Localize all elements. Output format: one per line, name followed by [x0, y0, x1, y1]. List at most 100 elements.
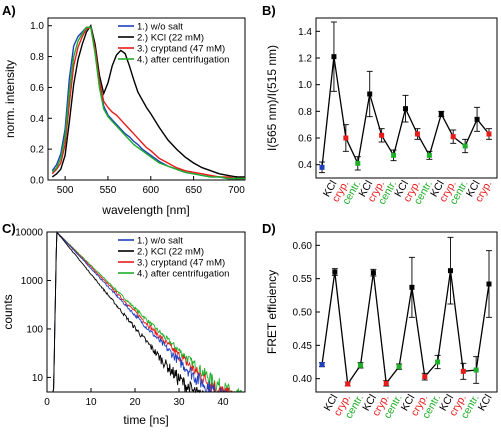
panel-c-legend-label-4: 4.) after centrifugation	[137, 269, 229, 280]
panel-b-data-point	[414, 131, 420, 137]
panel-a-ylabel: norm. intensity	[3, 60, 17, 138]
panel-a-ytick-label: 0.4	[30, 114, 44, 125]
panel-a-ytick-label: 0.0	[30, 176, 44, 187]
panel-b-ytick-label: 0.8	[298, 107, 312, 118]
panel-d-data-point	[396, 364, 402, 370]
panel-d-axes-frame	[315, 231, 498, 393]
panel-b-ylabel: I(565 nm)/I(515 nm)	[265, 45, 279, 151]
panel-d-data-point	[358, 362, 364, 368]
panel-c-xtick-label: 30	[173, 397, 185, 408]
panel-c-ylabel: counts	[1, 294, 15, 329]
panel-b-data-point	[450, 134, 456, 140]
panel-a-legend-label-2: 2.) KCl (22 mM)	[137, 33, 204, 44]
panel-c-ytick-label: 10000	[15, 228, 43, 239]
panel-c-ytick-label: 100	[26, 324, 43, 335]
panel-d-connecting-line	[321, 270, 490, 386]
panel-b-data-point	[474, 116, 480, 122]
panel-d-ytick-label: 0.45	[293, 341, 313, 352]
panel-a-legend-label-4: 4.) after centrifugation	[137, 55, 229, 66]
panel-d-data-point	[409, 284, 415, 290]
panel-d-data-point	[460, 368, 466, 374]
panel-b-data-point	[367, 91, 373, 97]
panel-d-ytick-label: 0.55	[293, 274, 313, 285]
panel-d-data-point	[422, 374, 428, 380]
panel-a-axes-frame	[47, 17, 246, 181]
panel-c-xtick-label: 40	[217, 397, 229, 408]
panel-a-ytick-label: 0.6	[30, 83, 44, 94]
panel-b-ytick-label: 1.4	[298, 27, 312, 38]
panel-d-category-label: KCl	[476, 393, 495, 414]
panel-b-ticks: 0.4 0.6 0.8 1.0 1.2 1.4	[298, 27, 320, 171]
panel-c-series-line-3	[47, 230, 245, 394]
panel-a-ticks: 500 550 600 650 700 0.0 0.2 0.4 0.6 0.8 1.0	[30, 21, 245, 196]
panel-a-ytick-label: 0.2	[30, 145, 44, 156]
panel-b-ytick-label: 1.0	[298, 80, 312, 91]
panel-c-series	[47, 230, 245, 394]
panel-d-data-point	[370, 270, 376, 276]
panel-a-xtick-label: 650	[185, 185, 202, 196]
panel-a-xtick-label: 500	[57, 185, 74, 196]
panel-a-series	[51, 24, 245, 180]
panel-c-series-line-1	[47, 231, 245, 393]
panel-c-xlabel: time [ns]	[123, 413, 168, 427]
panel-c-ticks: 0 10 20 30 40 10 100 1000 10000	[15, 228, 229, 409]
panel-a-legend-label-1: 1.) w/o salt	[137, 22, 183, 33]
panel-a: A) 500 550 600 650 700 0.0 0.2 0.4 0.6 0.8 1.0 1.)…	[2, 3, 246, 217]
panel-c-legend-label-2: 2.) KCl (22 mM)	[137, 247, 204, 258]
panel-c-xtick-label: 10	[85, 397, 97, 408]
panel-c-xtick-label: 20	[129, 397, 141, 408]
panel-a-xtick-label: 700	[228, 185, 245, 196]
panel-b-label: B)	[262, 3, 276, 18]
panel-c-ytick-label: 10	[32, 373, 44, 384]
panel-d-ytick-label: 0.50	[293, 308, 313, 319]
panel-a-xlabel: wavelength [nm]	[101, 203, 189, 217]
panel-a-ytick-label: 1.0	[30, 21, 44, 32]
panel-a-xtick-label: 600	[142, 185, 159, 196]
panel-c: C) 0 10 20 30 40 10 100 1000 10000 1.) w/o salt2…	[1, 221, 246, 427]
panel-c-axes-frame	[46, 231, 246, 393]
panel-b-data-point	[438, 111, 444, 117]
panel-b-data-point	[379, 132, 385, 138]
panel-c-label: C)	[2, 221, 16, 236]
panel-d-ticks: 0.40 0.45 0.50 0.55 0.60	[293, 241, 320, 385]
panel-a-legend-label-3: 3.) cryptand (47 mM)	[137, 44, 225, 55]
panel-b-data-point	[486, 131, 492, 137]
panel-d-data-point	[383, 380, 389, 386]
panel-b: B) 0.4 0.6 0.8 1.0 1.2 1.4 KClcryp.centr.KClc…	[262, 3, 498, 207]
panel-b-data-point	[331, 54, 337, 60]
panel-a-series-line-3	[51, 26, 245, 180]
panel-a-xtick-label: 550	[100, 185, 117, 196]
panel-b-data-point	[319, 164, 325, 170]
panel-c-series-line-2	[47, 231, 245, 394]
panel-c-ytick-label: 1000	[21, 276, 44, 287]
panel-d-data-point	[486, 281, 492, 287]
panel-d-data-point	[473, 367, 479, 373]
panel-b-ytick-label: 0.4	[298, 160, 312, 171]
panel-d-ytick-label: 0.60	[293, 241, 313, 252]
panel-d-ylabel: FRET efficiency	[265, 270, 279, 354]
panel-b-data-point	[355, 160, 361, 166]
panel-a-label: A)	[2, 3, 16, 18]
panel-d-data-point	[345, 381, 351, 387]
panel-b-data-point	[403, 106, 408, 112]
panel-b-points	[319, 21, 492, 174]
panel-d-data-point	[319, 362, 325, 368]
panel-b-ytick-label: 1.2	[298, 54, 312, 65]
panel-a-series-line-2	[51, 24, 245, 178]
panel-d-label: D)	[262, 221, 276, 236]
panel-b-category-labels: KClcryp.centr.KClcryp.centr.KClcryp.cent…	[321, 179, 495, 207]
panel-d-points	[319, 236, 492, 387]
panel-d: D) 0.40 0.45 0.50 0.55 0.60 KClcryp.centr.KC…	[262, 221, 498, 421]
panel-c-legend-label-1: 1.) w/o salt	[137, 236, 183, 247]
panel-b-data-point	[343, 135, 349, 141]
panel-d-ytick-label: 0.40	[293, 374, 313, 385]
panel-b-ytick-label: 0.6	[298, 134, 312, 145]
panel-d-data-point	[332, 269, 338, 275]
panel-a-series-line-4	[51, 26, 245, 180]
panel-a-ytick-label: 0.8	[30, 52, 44, 63]
panel-c-xtick-label: 0	[44, 397, 50, 408]
panel-b-data-point	[426, 152, 432, 158]
